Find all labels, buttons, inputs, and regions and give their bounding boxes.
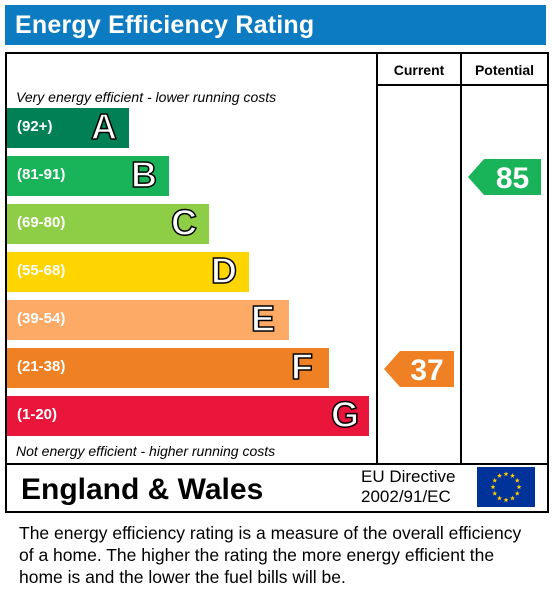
column-header-current: Current	[393, 62, 445, 78]
band-letter: B	[130, 153, 158, 196]
current-rating-arrow-shape	[384, 351, 454, 387]
flag-star	[503, 497, 509, 503]
flag-star	[492, 490, 498, 496]
eu-flag-icon	[477, 467, 535, 507]
flag-star	[510, 473, 515, 478]
band-letter: C	[170, 201, 198, 244]
band-range-label: (21-38)	[17, 358, 66, 375]
band-range-label: (92+)	[17, 118, 53, 135]
page-title: Energy Efficiency Rating	[15, 11, 315, 39]
potential-rating-arrow: 85	[468, 159, 541, 195]
band-letter: D	[210, 249, 238, 292]
caption-bottom: Not energy efficient - higher running co…	[16, 443, 276, 459]
flag-star	[514, 490, 520, 496]
band-letter: F	[290, 345, 314, 388]
footer: England & Wales EU Directive 2002/91/EC	[5, 463, 549, 513]
caption-top: Very energy efficient - lower running co…	[16, 89, 277, 105]
country-label: England & Wales	[21, 473, 264, 506]
band-c: (69-80) C	[7, 201, 209, 244]
flag-star	[497, 495, 502, 501]
column-header-potential: Potential	[474, 62, 535, 78]
band-d: (55-68) D	[7, 249, 249, 292]
current-rating-arrow: 37	[384, 351, 454, 387]
column-divider	[376, 54, 378, 463]
flag-star	[492, 477, 498, 483]
band-letter: A	[90, 105, 118, 148]
flag-star	[490, 484, 496, 490]
potential-rating-arrow-shape	[468, 159, 541, 195]
flag-star	[497, 473, 502, 478]
band-a: (92+) A	[7, 105, 129, 148]
band-e: (39-54) E	[7, 297, 289, 340]
rating-chart: Current Potential Very energy efficient …	[5, 52, 549, 465]
flag-star	[503, 471, 509, 477]
header-divider	[376, 84, 547, 86]
potential-rating-arrow-value: 85	[495, 162, 530, 195]
band-range-label: (1-20)	[17, 406, 58, 423]
description-text: The energy efficiency rating is a measur…	[19, 523, 522, 587]
directive-line-1: EU Directive	[361, 467, 456, 486]
flag-star	[514, 477, 520, 483]
band-range-label: (55-68)	[17, 262, 66, 279]
band-f: (21-38) F	[7, 345, 329, 388]
directive-line-2: 2002/91/EC	[361, 487, 451, 506]
band-range-label: (39-54)	[17, 310, 66, 327]
band-range-label: (69-80)	[17, 214, 66, 231]
band-letter: E	[250, 297, 276, 340]
header-bar: Energy Efficiency Rating	[5, 5, 546, 45]
flag-star	[510, 495, 515, 501]
band-g: (1-20) G	[7, 393, 369, 436]
band-b: (81-91) B	[7, 153, 169, 196]
current-rating-arrow-value: 37	[410, 354, 444, 387]
flag-star	[516, 484, 522, 490]
band-letter: G	[330, 393, 360, 436]
band-range-label: (81-91)	[17, 166, 66, 183]
column-divider	[460, 54, 462, 463]
